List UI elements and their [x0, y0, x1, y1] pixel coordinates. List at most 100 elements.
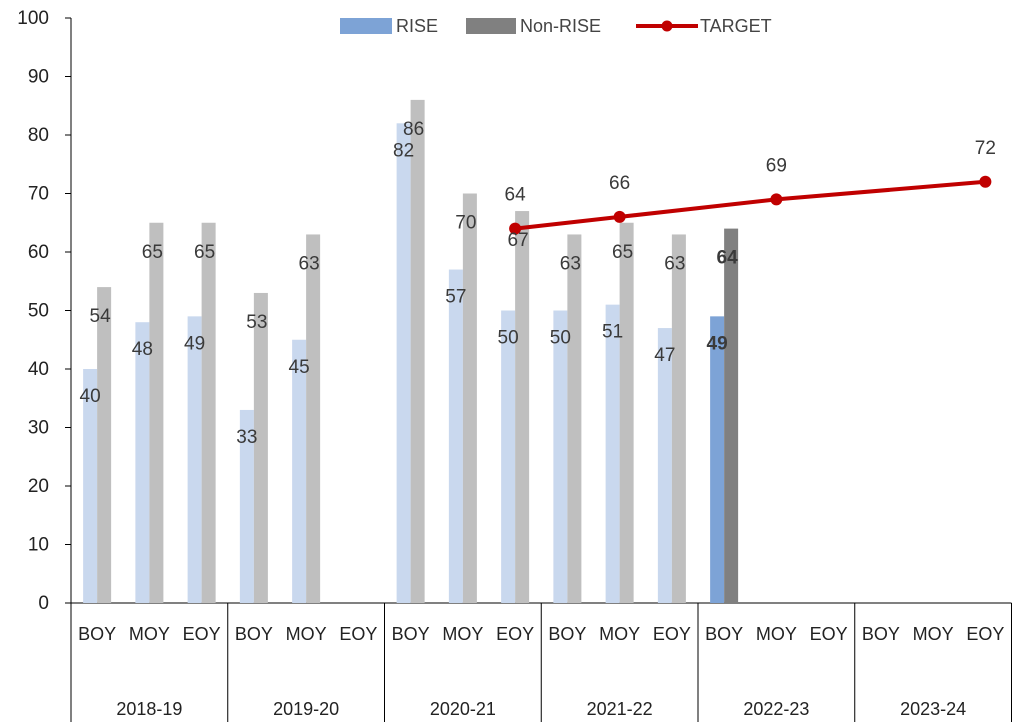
data-label-rise: 45 — [289, 357, 310, 378]
y-tick-label: 50 — [28, 301, 49, 322]
data-label-non-rise: 63 — [560, 253, 581, 274]
bar-rise — [448, 269, 463, 603]
legend-label-non-rise: Non-RISE — [520, 16, 601, 36]
x-category-label: EOY — [966, 624, 1004, 644]
x-category-label: BOY — [78, 624, 116, 644]
legend-swatch-rise — [340, 18, 392, 34]
y-tick-label: 10 — [28, 535, 49, 556]
bar-non-rise — [567, 234, 582, 603]
x-group-label: 2022-23 — [743, 699, 809, 719]
x-category-label: BOY — [548, 624, 586, 644]
legend-label-target: TARGET — [700, 16, 772, 36]
x-category-label: MOY — [442, 624, 483, 644]
data-label-target: 66 — [609, 173, 630, 194]
bars — [83, 99, 739, 604]
data-label-rise: 50 — [498, 328, 519, 349]
x-category-label: MOY — [756, 624, 797, 644]
bar-non-rise — [149, 222, 164, 603]
bar-rise — [239, 409, 254, 603]
x-category-label: EOY — [496, 624, 534, 644]
bar-non-rise — [253, 292, 268, 603]
data-label-non-rise: 65 — [612, 242, 633, 263]
bar-rise — [83, 369, 98, 603]
data-label-non-rise: 70 — [455, 213, 476, 234]
x-group-label: 2021-22 — [587, 699, 653, 719]
data-label-non-rise: 63 — [299, 253, 320, 274]
bar-rise — [710, 316, 725, 603]
data-label-non-rise: 67 — [508, 230, 529, 251]
x-category-label: BOY — [862, 624, 900, 644]
x-category-label: BOY — [705, 624, 743, 644]
legend-marker-target — [661, 20, 673, 32]
x-category-label: BOY — [235, 624, 273, 644]
target-line-path — [514, 179, 986, 231]
bar-rise — [605, 304, 620, 603]
bar-non-rise — [410, 99, 425, 604]
legend: RISE Non-RISE TARGET — [340, 16, 772, 36]
y-tick-label: 70 — [28, 184, 49, 205]
data-label-rise: 49 — [184, 333, 205, 354]
bar-rise — [657, 328, 672, 603]
x-category-label: EOY — [810, 624, 848, 644]
x-category-label: BOY — [392, 624, 430, 644]
data-label-target: 69 — [766, 155, 787, 176]
target-point — [770, 193, 783, 206]
data-label-non-rise: 63 — [664, 253, 685, 274]
data-label-rise: 51 — [602, 322, 623, 343]
y-tick-label: 40 — [28, 359, 49, 380]
bar-non-rise — [619, 222, 634, 603]
x-category-label: MOY — [129, 624, 170, 644]
data-label-non-rise: 54 — [90, 306, 112, 327]
x-category-label: EOY — [183, 624, 221, 644]
y-tick-label: 80 — [28, 125, 49, 146]
target-point — [613, 210, 626, 223]
target-point — [509, 222, 522, 235]
bar-rise — [135, 322, 150, 603]
x-group-label: 2018-19 — [116, 699, 182, 719]
data-label-rise: 82 — [393, 140, 414, 161]
axes: 0 10 20 30 40 50 60 70 80 90 100 BOY MOY EOY 2018-19 BO… — [17, 8, 1012, 722]
x-category-label: MOY — [913, 624, 954, 644]
bar-non-rise — [462, 193, 477, 603]
data-label-non-rise: 53 — [246, 312, 267, 333]
bar-rise — [292, 339, 307, 603]
data-label-target: 72 — [975, 138, 996, 159]
y-tick-label: 90 — [28, 67, 49, 88]
bar-non-rise — [201, 222, 216, 603]
data-label-non-rise: 64 — [717, 248, 739, 269]
x-category-label: MOY — [286, 624, 327, 644]
bar-non-rise — [671, 234, 686, 603]
legend-swatch-non-rise — [466, 18, 516, 34]
bar-non-rise — [724, 228, 739, 603]
bar-rise — [396, 123, 411, 604]
data-label-rise: 50 — [550, 328, 571, 349]
data-label-non-rise: 86 — [403, 119, 424, 140]
x-category-label: MOY — [599, 624, 640, 644]
data-label-rise: 33 — [236, 427, 257, 448]
x-category-label: EOY — [339, 624, 377, 644]
data-label-rise: 40 — [80, 386, 101, 407]
x-group-label: 2020-21 — [430, 699, 496, 719]
data-label-target: 64 — [505, 185, 527, 206]
legend-label-rise: RISE — [396, 16, 438, 36]
data-label-rise: 48 — [132, 339, 153, 360]
y-tick-label: 100 — [17, 8, 49, 29]
bar-rise — [553, 310, 568, 603]
x-category-label: EOY — [653, 624, 691, 644]
x-group-label: 2019-20 — [273, 699, 339, 719]
y-tick-label: 30 — [28, 418, 49, 439]
data-label-rise: 47 — [654, 345, 675, 366]
data-label-rise: 57 — [445, 287, 466, 308]
bar-non-rise — [515, 211, 530, 604]
bar-non-rise — [306, 234, 321, 603]
bar-rise — [187, 316, 202, 603]
data-label-non-rise: 65 — [142, 242, 163, 263]
y-tick-label: 60 — [28, 242, 49, 263]
y-tick-label: 0 — [38, 593, 49, 614]
x-group-label: 2023-24 — [900, 699, 966, 719]
data-label-non-rise: 65 — [194, 242, 215, 263]
y-tick-label: 20 — [28, 476, 49, 497]
data-label-rise: 49 — [707, 333, 728, 354]
